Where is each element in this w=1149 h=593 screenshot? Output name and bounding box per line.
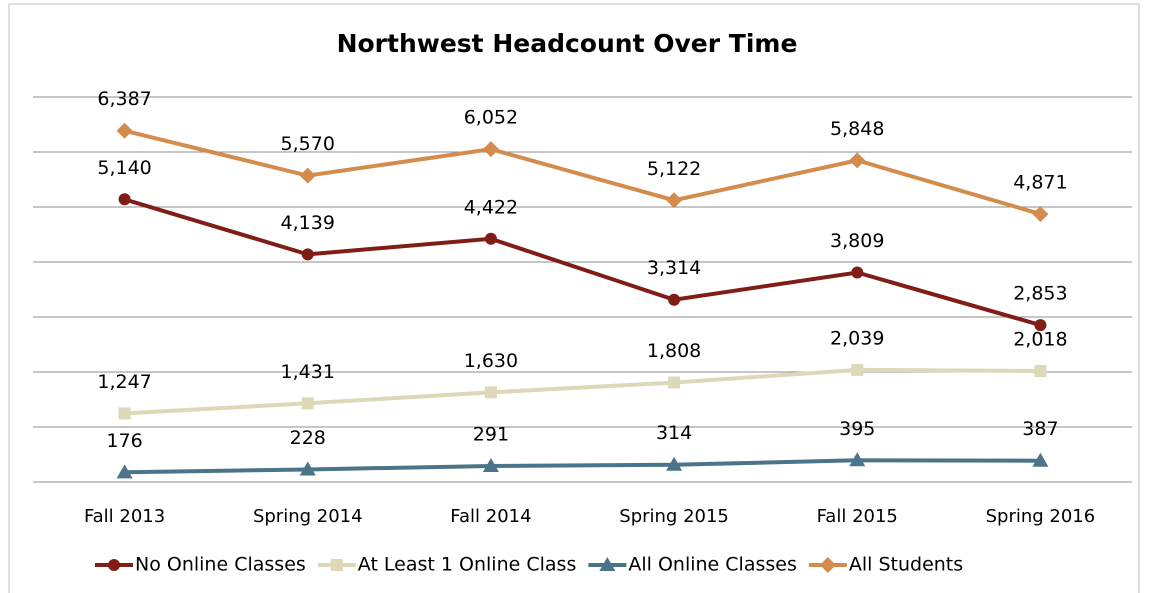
marker (484, 386, 497, 399)
legend-item: All Online Classes (588, 554, 797, 576)
data-label: 5,122 (647, 158, 701, 180)
series-line (124, 128, 1041, 217)
marker (484, 232, 497, 245)
chart-title: Northwest Headcount Over Time (337, 29, 798, 58)
marker (118, 193, 131, 206)
marker (118, 407, 131, 420)
legend-label: At Least 1 Online Class (358, 554, 577, 576)
data-label: 3,809 (830, 230, 884, 252)
data-label: 6,387 (97, 88, 151, 110)
data-label: 5,570 (281, 133, 335, 155)
data-label: 2,039 (830, 327, 884, 349)
marker (849, 152, 866, 169)
x-tick-label: Fall 2013 (84, 506, 165, 527)
legend-item: All Students (808, 554, 963, 576)
marker (330, 559, 343, 571)
data-label: 387 (1022, 418, 1058, 440)
data-label: 176 (106, 430, 142, 452)
data-label: 228 (290, 427, 326, 449)
marker (819, 557, 836, 573)
data-label: 395 (839, 418, 875, 440)
marker (108, 559, 120, 571)
legend-label: No Online Classes (135, 554, 306, 576)
marker (668, 293, 681, 306)
data-label: 5,848 (830, 118, 884, 140)
marker (299, 167, 316, 184)
chart-border (8, 3, 1140, 593)
marker (666, 456, 683, 471)
data-label: 6,052 (464, 107, 518, 129)
marker (482, 141, 499, 158)
data-label: 4,422 (464, 196, 518, 218)
data-label: 1,431 (281, 361, 335, 383)
data-label: 4,139 (281, 212, 335, 234)
marker (116, 122, 133, 139)
marker (301, 248, 314, 261)
data-label: 1,808 (647, 340, 701, 362)
x-tick-label: Spring 2014 (253, 506, 363, 527)
legend-item: No Online Classes (95, 554, 306, 576)
data-label: 1,630 (464, 350, 518, 372)
data-label: 2,853 (1013, 283, 1067, 305)
data-label: 291 (473, 423, 509, 445)
legend-item: At Least 1 Online Class (317, 554, 577, 576)
data-label: 4,871 (1013, 172, 1067, 194)
marker (482, 457, 499, 472)
data-label: 3,314 (647, 257, 701, 279)
marker (1034, 365, 1047, 378)
marker (851, 363, 864, 376)
marker (849, 452, 866, 467)
marker (301, 397, 314, 410)
marker (1034, 319, 1047, 332)
data-label: 314 (656, 422, 692, 444)
marker (299, 461, 316, 476)
series-line (124, 367, 1041, 416)
marker (666, 192, 683, 209)
marker (668, 376, 681, 389)
x-tick-label: Fall 2014 (450, 506, 531, 527)
series-line (124, 458, 1041, 475)
data-label: 5,140 (97, 157, 151, 179)
series-line (124, 197, 1041, 328)
x-tick-label: Spring 2016 (986, 506, 1096, 527)
marker (1032, 452, 1049, 467)
marker (1032, 206, 1049, 223)
marker (599, 557, 616, 571)
x-tick-label: Fall 2015 (817, 506, 898, 527)
legend-label: All Students (849, 554, 963, 576)
x-tick-label: Spring 2015 (619, 506, 729, 527)
marker (116, 464, 133, 479)
data-label: 2,018 (1013, 329, 1067, 351)
legend-label: All Online Classes (628, 554, 797, 576)
marker (851, 266, 864, 279)
data-label: 1,247 (97, 371, 151, 393)
